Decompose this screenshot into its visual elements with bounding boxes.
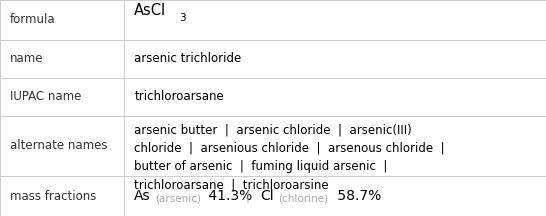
Text: Cl: Cl [260,189,274,203]
Text: alternate names: alternate names [10,139,108,152]
Text: (chlorine): (chlorine) [278,193,328,203]
Text: formula: formula [10,13,56,27]
Text: name: name [10,52,43,65]
Text: |: | [245,189,249,203]
Text: arsenic trichloride: arsenic trichloride [134,52,241,65]
Text: arsenic butter  |  arsenic chloride  |  arsenic(III)
chloride  |  arsenious chlo: arsenic butter | arsenic chloride | arse… [134,123,445,192]
Text: IUPAC name: IUPAC name [10,90,81,103]
Text: (arsenic): (arsenic) [155,193,201,203]
Text: 3: 3 [179,13,186,23]
Text: AsCl: AsCl [134,3,167,18]
Text: trichloroarsane: trichloroarsane [134,90,224,103]
Text: As: As [134,189,151,203]
Text: 58.7%: 58.7% [333,189,381,203]
Text: mass fractions: mass fractions [10,189,96,203]
Text: 41.3%: 41.3% [204,189,252,203]
